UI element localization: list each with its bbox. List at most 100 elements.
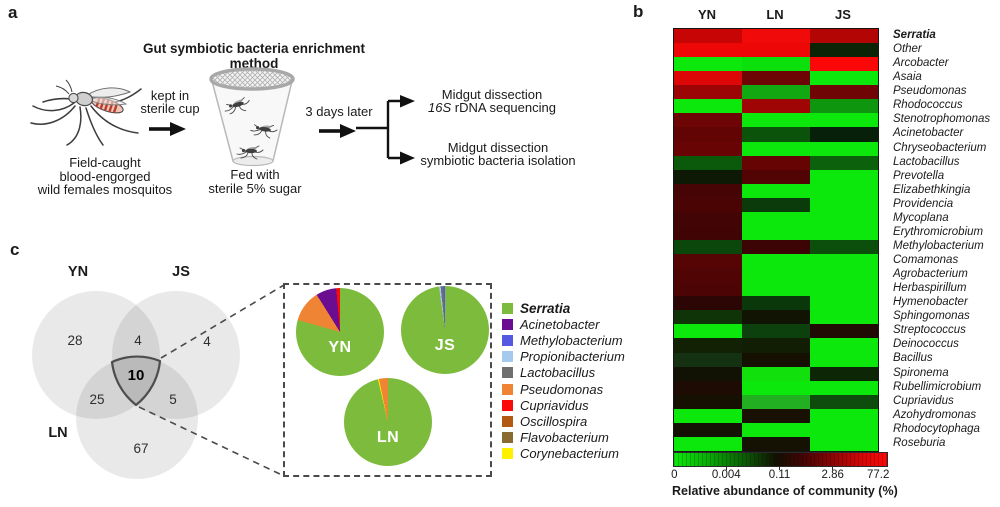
heatmap-row-label: Serratia (893, 29, 936, 41)
arrow1-label-line1: kept in (150, 88, 190, 103)
legend-label: Cupriavidus (520, 397, 589, 413)
heatmap-cell-Azohydromonas-LN (742, 408, 810, 423)
heatmap-row-label: Roseburia (893, 436, 946, 449)
heatmap-cell-Agrobacterium-LN (742, 268, 810, 283)
heatmap-row-label: Providencia (893, 197, 954, 210)
heatmap-row-label: Pseudomonas (893, 85, 967, 98)
heatmap-cell-Erythromicrobium-LN (742, 225, 810, 240)
heatmap-cell-Rhodocytophaga-YN (674, 422, 742, 437)
venn-diagram (32, 284, 285, 479)
colorbar-tick (726, 466, 727, 470)
mosquito-caption-line2: blood-engorged (59, 168, 151, 184)
legend-swatch (502, 448, 513, 460)
venn-count-js-ln: 5 (169, 392, 177, 407)
legend-label: Methylobacterium (520, 332, 623, 348)
heatmap-cell-Rubellimicrobium-LN (742, 380, 810, 395)
venn-count-center: 10 (127, 367, 145, 384)
heatmap-cell-Arcobacter-LN (742, 57, 810, 72)
heatmap-cell-Deinococcus-YN (674, 338, 742, 353)
heatmap-row-label: Prevotella (893, 169, 945, 182)
venn-count-ln-only: 67 (133, 441, 149, 456)
heatmap-cell-Mycoplana-LN (742, 211, 810, 226)
colorbar-tick-label: 0.11 (768, 469, 791, 481)
heatmap-cell-Providencia-YN (674, 197, 742, 212)
heatmap-row-label: Herbaspirillum (893, 282, 967, 295)
heatmap-cell-Elizabethkingia-JS (810, 183, 878, 198)
venn-count-yn-js: 4 (134, 333, 142, 348)
heatmap-cell-Rubellimicrobium-YN (674, 380, 742, 395)
heatmap-cell-Acinetobacter-YN (674, 127, 742, 142)
legend-swatch (502, 399, 513, 411)
legend-item-Corynebacterium: Corynebacterium (502, 446, 625, 462)
heatmap-cell-Cupriavidus-YN (674, 394, 742, 409)
heatmap-cell-Chryseobacterium-YN (674, 141, 742, 156)
colorbar-tick-label: 2.86 (821, 469, 844, 481)
mosquito-caption: Field-caught blood-engorged wild females… (20, 156, 190, 197)
heatmap-cell-Rhodocytophaga-LN (742, 422, 810, 437)
heatmap-cell-Chryseobacterium-JS (810, 141, 878, 156)
legend-swatch (502, 432, 513, 444)
heatmap-cell-Sphingomonas-JS (810, 310, 878, 325)
venn-circle-ln (76, 357, 198, 479)
heatmap-cell-Methylobacterium-LN (742, 239, 810, 255)
heatmap-cell-Herbaspirillum-LN (742, 282, 810, 297)
legend-item-Pseudomonas: Pseudomonas (502, 381, 625, 397)
venn-count-yn-only: 28 (67, 333, 83, 348)
legend-label: Serratia (520, 300, 571, 316)
pie-ln (344, 378, 432, 466)
heatmap-cell-Agrobacterium-YN (674, 268, 742, 283)
heatmap-cell-Acinetobacter-JS (810, 127, 878, 142)
venn-center-outline (110, 355, 162, 407)
outcome-isolation-line2: symbiotic bacteria isolation (420, 153, 576, 168)
heatmap-cell-Pseudomonas-LN (742, 85, 810, 100)
outcome-sequencing-line2: 16S rDNA sequencing (413, 101, 571, 114)
heatmap-cell-Hymenobacter-YN (674, 296, 742, 311)
venn-label-yn: YN (67, 264, 89, 280)
heatmap-cell-Sphingomonas-LN (742, 310, 810, 325)
heatmap-cell-Herbaspirillum-YN (674, 282, 742, 297)
heatmap-cell-Deinococcus-JS (810, 338, 878, 353)
panel-b-label: b (633, 2, 644, 21)
colorbar-tick-label: 0 (671, 469, 678, 481)
mosquito-caption-line1: Field-caught (69, 155, 141, 170)
venn-count-yn-ln: 25 (89, 392, 105, 407)
heatmap-cell-Arcobacter-YN (674, 57, 742, 72)
heatmap-cell-Elizabethkingia-YN (674, 183, 742, 198)
heatmap-row-label: Comamonas (893, 254, 959, 266)
colorbar-label: Relative abundance of community (%) (672, 484, 898, 498)
legend-label: Lactobacillus (520, 365, 596, 381)
heatmap-row-label: Acinetobacter (893, 127, 964, 140)
colorbar-tick (832, 466, 833, 470)
legend-swatch (502, 351, 513, 363)
heatmap-cell-Azohydromonas-JS (810, 408, 878, 423)
heatmap-row-label: Methylobacterium (893, 239, 984, 252)
heatmap-col-header-ln: LN (766, 7, 784, 22)
arrow1-label-line2: sterile cup (140, 100, 200, 116)
heatmap-cell-Bacillus-JS (810, 352, 878, 367)
heatmap-cell-Streptococcus-JS (810, 324, 878, 339)
heatmap-cell-Rhodococcus-YN (674, 99, 742, 114)
legend-label: Oscillospira (520, 413, 588, 429)
heatmap-cell-Cupriavidus-LN (742, 394, 810, 409)
zoom-connector-bottom (138, 406, 285, 477)
heatmap-cell-Herbaspirillum-JS (810, 282, 878, 297)
heatmap-cell-Lactobacillus-LN (742, 155, 810, 170)
heatmap-row-label: Cupriavidus (893, 394, 954, 407)
legend-item-Propionibacterium: Propionibacterium (502, 349, 625, 365)
venn-circle-js (112, 291, 240, 419)
heatmap-cell-Erythromicrobium-JS (810, 225, 878, 240)
heatmap-cell-Hymenobacter-JS (810, 296, 878, 311)
legend-label: Pseudomonas (520, 381, 604, 397)
heatmap-cell-Methylobacterium-JS (810, 239, 878, 255)
arrow2-label: 3 days later (305, 104, 373, 119)
heatmap-cell-Agrobacterium-JS (810, 268, 878, 283)
heatmap-cell-Providencia-JS (810, 197, 878, 212)
pie-yn (296, 288, 384, 376)
heatmap-cell-Erythromicrobium-YN (674, 225, 742, 240)
venn-count-js-only: 4 (203, 334, 211, 349)
legend-swatch (502, 318, 513, 330)
arrow1-label: kept in sterile cup (133, 88, 207, 116)
outcome-sequencing: Midgut dissection 16S rDNA sequencing (413, 88, 571, 114)
heatmap-row-label: Rubellimicrobium (893, 380, 982, 393)
